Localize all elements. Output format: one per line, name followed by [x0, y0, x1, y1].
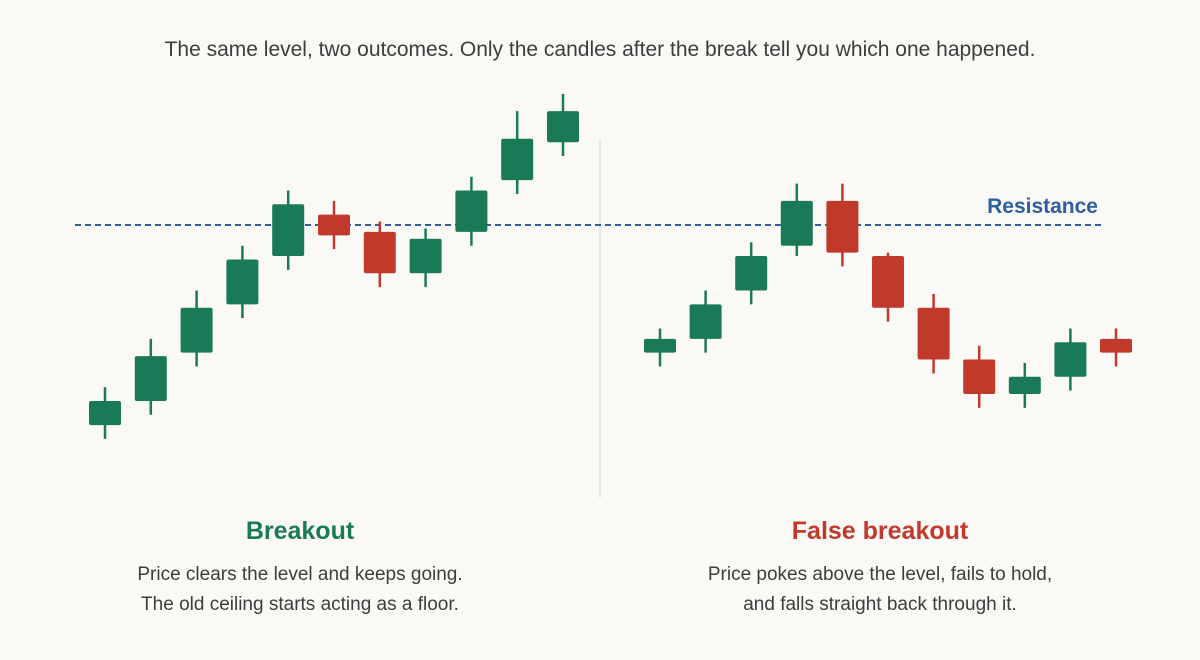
false-breakout-description-line-2: and falls straight back through it. [743, 594, 1017, 615]
breakout-candle-3 [180, 290, 213, 367]
breakout-candle-6-body [318, 214, 350, 236]
breakout-candle-10 [501, 111, 534, 194]
false-breakout-candle-9-body [1008, 376, 1041, 395]
breakout-candle-3-body [180, 307, 213, 353]
false-breakout-candle-5-body [826, 200, 859, 253]
false-breakout-description-line-1: Price pokes above the level, fails to ho… [707, 564, 1053, 585]
false-breakout-candle-6-body [872, 256, 904, 308]
breakout-candle-9 [455, 176, 488, 246]
false-breakout-candle-1-body [644, 338, 676, 353]
false-breakout-candle-9 [1008, 363, 1041, 408]
breakout-candle-7-body [363, 231, 396, 274]
resistance-label: Resistance [987, 195, 1098, 218]
breakout-candles [89, 93, 579, 439]
breakout-candle-1-body [89, 400, 121, 426]
breakout-candle-4 [226, 245, 259, 319]
breakout-candle-6 [318, 200, 350, 250]
false-breakout-panel: False breakout Price pokes above the lev… [580, 514, 1180, 620]
false-breakout-title: False breakout [791, 517, 969, 545]
breakout-candle-5-body [272, 204, 305, 257]
false-breakout-candle-2-body [689, 304, 722, 339]
false-breakout-candle-5 [826, 183, 859, 267]
false-breakout-candle-2 [689, 290, 722, 353]
breakout-candle-11-body [547, 111, 579, 143]
false-breakout-candle-10-body [1054, 342, 1087, 377]
false-breakout-candle-1 [644, 328, 676, 367]
breakout-candle-1 [89, 387, 121, 439]
false-breakout-candle-10 [1054, 328, 1087, 391]
false-breakout-candle-7 [917, 294, 950, 374]
false-breakout-candle-8-body [963, 359, 996, 395]
false-breakout-candle-7-body [917, 307, 950, 360]
false-breakout-candle-6 [872, 252, 904, 322]
breakout-candle-10-body [501, 138, 534, 181]
breakout-candle-9-body [455, 190, 488, 232]
false-breakout-candle-8 [963, 345, 996, 408]
false-breakout-candle-3 [735, 242, 768, 305]
false-breakout-candle-4 [780, 183, 813, 257]
false-breakout-candle-11-body [1100, 338, 1132, 353]
breakout-description-line-2: The old ceiling starts acting as a floor… [141, 594, 459, 615]
false-breakout-candles [644, 183, 1132, 408]
breakout-candle-4-body [226, 259, 259, 305]
breakout-candle-8 [409, 228, 442, 288]
breakout-candle-7 [363, 221, 396, 288]
breakout-panel: Breakout Price clears the level and keep… [0, 514, 600, 620]
breakout-candle-2 [134, 338, 167, 415]
breakout-title: Breakout [245, 517, 355, 545]
chart-caption: The same level, two outcomes. Only the c… [164, 38, 1036, 61]
breakout-description-line-1: Price clears the level and keeps going. [137, 564, 463, 585]
breakout-candle-2-body [134, 356, 167, 401]
false-breakout-candle-11 [1100, 328, 1132, 367]
breakout-candle-11 [547, 93, 579, 156]
breakout-candle-5 [272, 190, 305, 270]
breakout-candle-8-body [409, 238, 442, 274]
false-breakout-candle-4-body [780, 200, 813, 246]
false-breakout-candle-3-body [735, 256, 768, 291]
